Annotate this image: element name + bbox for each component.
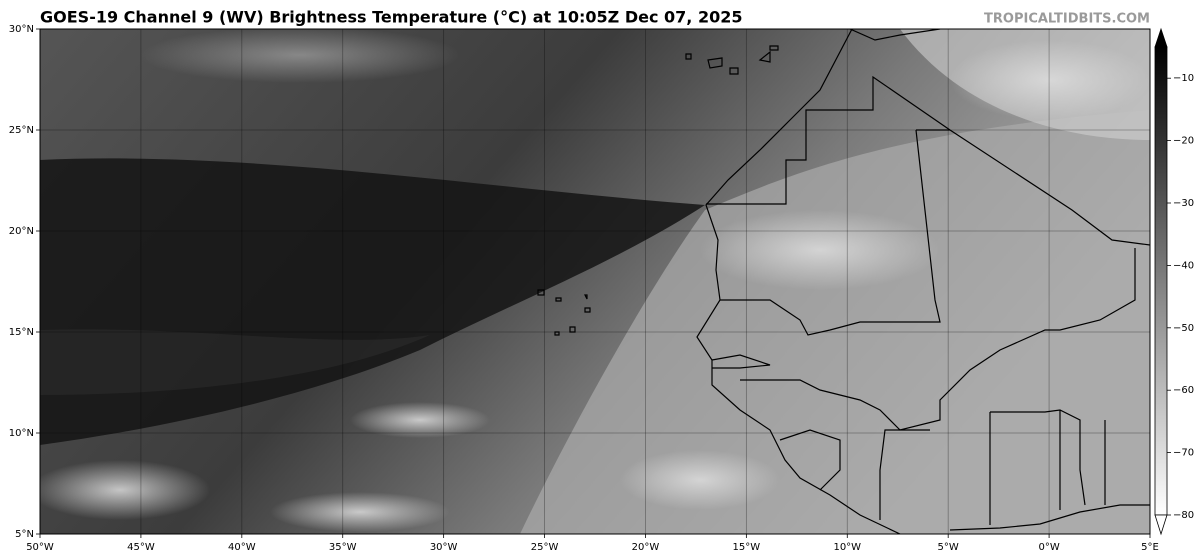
y-tick-label: 30°N (9, 24, 34, 35)
colorbar-tick-label: −70 (1173, 448, 1194, 459)
canary-islands (685, 45, 779, 75)
colorbar-tick-label: −30 (1173, 198, 1194, 209)
border (706, 75, 1150, 246)
border (740, 248, 1136, 431)
colorbar: −10 −20 −30 −40 −50 −60 −70 −80 (1154, 27, 1194, 536)
cloud (40, 460, 210, 520)
x-tick-label: 25°W (531, 542, 559, 553)
map-frame (39, 28, 1151, 535)
colorbar-tick-label: −60 (1173, 385, 1194, 396)
cloud (620, 450, 780, 510)
x-tick-label: 45°W (127, 542, 155, 553)
y-tick-label: 25°N (9, 125, 34, 136)
satellite-imagery (40, 29, 1150, 534)
colorbar-tick-label: −20 (1173, 136, 1194, 147)
y-tick-label: 5°N (15, 529, 34, 540)
y-tick-label: 20°N (9, 226, 34, 237)
coastlines-borders (537, 29, 1150, 534)
moist-plume (520, 110, 1150, 534)
y-tick-label: 15°N (9, 327, 34, 338)
cloud (270, 492, 450, 532)
x-tick-label: 5°E (1141, 542, 1159, 553)
y-tick-label: 10°N (9, 428, 34, 439)
colorbar-tick-label: −40 (1173, 260, 1194, 271)
cloud (140, 29, 460, 83)
x-tick-label: 0°W (1038, 542, 1059, 553)
border (720, 129, 950, 336)
x-tick-label: 20°W (632, 542, 660, 553)
x-tick-label: 5°W (938, 542, 959, 553)
x-tick-label: 50°W (26, 542, 54, 553)
x-tick-label: 10°W (833, 542, 861, 553)
cloud (700, 210, 940, 290)
cape-verde (537, 289, 591, 336)
colorbar-extend-top (1154, 27, 1168, 48)
border (779, 409, 1106, 525)
x-tick-label: 15°W (733, 542, 761, 553)
x-tick-label: 30°W (430, 542, 458, 553)
colorbar-extend-bottom (1154, 514, 1168, 536)
title: GOES-19 Channel 9 (WV) Brightness Temper… (40, 8, 742, 27)
cloud (350, 402, 490, 438)
colorbar-tick-label: −80 (1173, 510, 1194, 521)
colorbar-tick-label: −50 (1173, 323, 1194, 334)
colorbar-ramp (1154, 46, 1168, 516)
x-tick-label: 35°W (329, 542, 357, 553)
colorbar-tick-label: −10 (1173, 73, 1194, 84)
moist-streak (40, 329, 430, 395)
coastline (696, 29, 1150, 534)
cloud (950, 40, 1150, 120)
x-tick-label: 40°W (228, 542, 256, 553)
border (711, 354, 771, 369)
watermark: TROPICALTIDBITS.COM (984, 12, 1150, 27)
coastline (849, 29, 941, 41)
